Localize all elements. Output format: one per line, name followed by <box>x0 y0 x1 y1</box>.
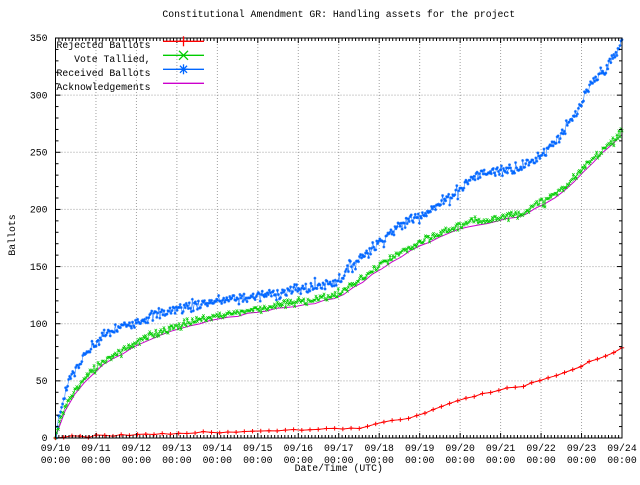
svg-text:09/11: 09/11 <box>81 443 111 454</box>
svg-text:150: 150 <box>30 262 48 273</box>
svg-text:09/12: 09/12 <box>122 443 152 454</box>
svg-text:09/22: 09/22 <box>526 443 556 454</box>
svg-text:200: 200 <box>30 205 48 216</box>
svg-text:09/15: 09/15 <box>243 443 273 454</box>
svg-text:50: 50 <box>36 376 48 387</box>
svg-text:09/20: 09/20 <box>445 443 475 454</box>
svg-text:300: 300 <box>30 90 48 101</box>
svg-text:09/17: 09/17 <box>324 443 354 454</box>
svg-text:09/18: 09/18 <box>365 443 395 454</box>
svg-text:09/19: 09/19 <box>405 443 435 454</box>
svg-text:250: 250 <box>30 147 48 158</box>
svg-text:09/10: 09/10 <box>41 443 71 454</box>
svg-text:09/16: 09/16 <box>284 443 314 454</box>
svg-text:09/23: 09/23 <box>567 443 597 454</box>
svg-text:100: 100 <box>30 319 48 330</box>
svg-text:350: 350 <box>30 33 48 44</box>
svg-text:09/24: 09/24 <box>607 443 637 454</box>
svg-text:09/21: 09/21 <box>486 443 516 454</box>
svg-text:09/13: 09/13 <box>162 443 192 454</box>
svg-text:09/14: 09/14 <box>203 443 233 454</box>
